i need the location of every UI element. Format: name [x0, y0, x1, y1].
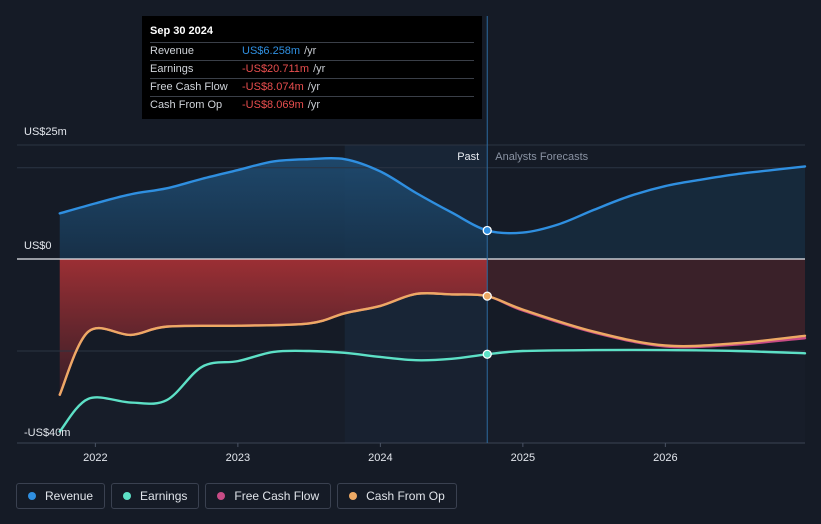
- legend-dot-icon: [217, 492, 226, 500]
- tooltip-row-revenue: Revenue US$6.258m/yr: [150, 42, 474, 60]
- x-tick-label: 2025: [511, 452, 535, 464]
- y-tick-label: US$0: [24, 240, 52, 252]
- x-tick-label: 2023: [226, 452, 250, 464]
- cashflow-area-forecast: [487, 259, 805, 347]
- tooltip-date: Sep 30 2024: [150, 25, 213, 37]
- forecast-label: Analysts Forecasts: [495, 151, 588, 163]
- revenue-area-forecast: [487, 166, 805, 259]
- tooltip-value: US$6.258m: [242, 45, 301, 57]
- legend-item-free-cash-flow[interactable]: Free Cash Flow: [205, 483, 332, 509]
- x-tick-label: 2026: [653, 452, 677, 464]
- legend-label: Free Cash Flow: [234, 489, 320, 503]
- y-tick-label: -US$40m: [24, 427, 70, 439]
- tooltip-label: Free Cash Flow: [150, 81, 228, 93]
- earnings-area: [59, 349, 805, 443]
- tooltip-unit: /yr: [304, 45, 317, 57]
- tooltip-label: Revenue: [150, 45, 195, 57]
- tooltip-unit: /yr: [313, 63, 326, 75]
- y-tick-label: US$25m: [24, 126, 67, 138]
- cash-from-op-marker: [482, 291, 492, 301]
- past-label: Past: [457, 151, 479, 163]
- legend-dot-icon: [349, 492, 358, 500]
- x-tick-label: 2022: [83, 452, 107, 464]
- revenue-area-past: [59, 158, 488, 259]
- revenue-line: [58, 156, 807, 235]
- x-tick-label: 2024: [368, 452, 392, 464]
- tooltip-row-cash-from-op: Cash From Op -US$8.069m/yr: [150, 96, 474, 114]
- tooltip-label: Earnings: [150, 63, 194, 75]
- legend-label: Cash From Op: [366, 489, 445, 503]
- tooltip-row-earnings: Earnings -US$20.711m/yr: [150, 60, 474, 78]
- tooltip-unit: /yr: [307, 99, 320, 111]
- legend-dot-icon: [28, 492, 36, 500]
- tooltip-value: -US$8.074m: [242, 81, 304, 93]
- legend-dot-icon: [123, 492, 132, 500]
- chart-area: US$25m US$0 -US$40m 2022 2023 2024 2025 2026 Pas…: [17, 16, 807, 464]
- legend-item-cash-from-op[interactable]: Cash From Op: [337, 483, 457, 509]
- tooltip-row-free-cash-flow: Free Cash Flow -US$8.074m/yr: [150, 78, 474, 96]
- hover-tooltip: Sep 30 2024 Revenue US$6.258m/yr Earnings -…: [142, 16, 482, 119]
- legend-item-earnings[interactable]: Earnings: [111, 483, 200, 509]
- tooltip-label: Cash From Op: [150, 99, 223, 111]
- cash-from-op-line: [58, 291, 807, 396]
- tooltip-value: -US$20.711m: [242, 63, 310, 75]
- tooltip-value: -US$8.069m: [242, 99, 304, 111]
- revenue-marker: [482, 225, 492, 236]
- tooltip-unit: /yr: [307, 81, 320, 93]
- legend-item-revenue[interactable]: Revenue: [16, 483, 106, 509]
- earnings-marker: [482, 349, 492, 359]
- earnings-line: [58, 348, 807, 433]
- legend-label: Earnings: [140, 489, 188, 503]
- legend: Revenue Earnings Free Cash Flow Cash From O…: [16, 483, 457, 511]
- cashflow-area-past: [59, 259, 488, 395]
- legend-label: Revenue: [45, 489, 94, 503]
